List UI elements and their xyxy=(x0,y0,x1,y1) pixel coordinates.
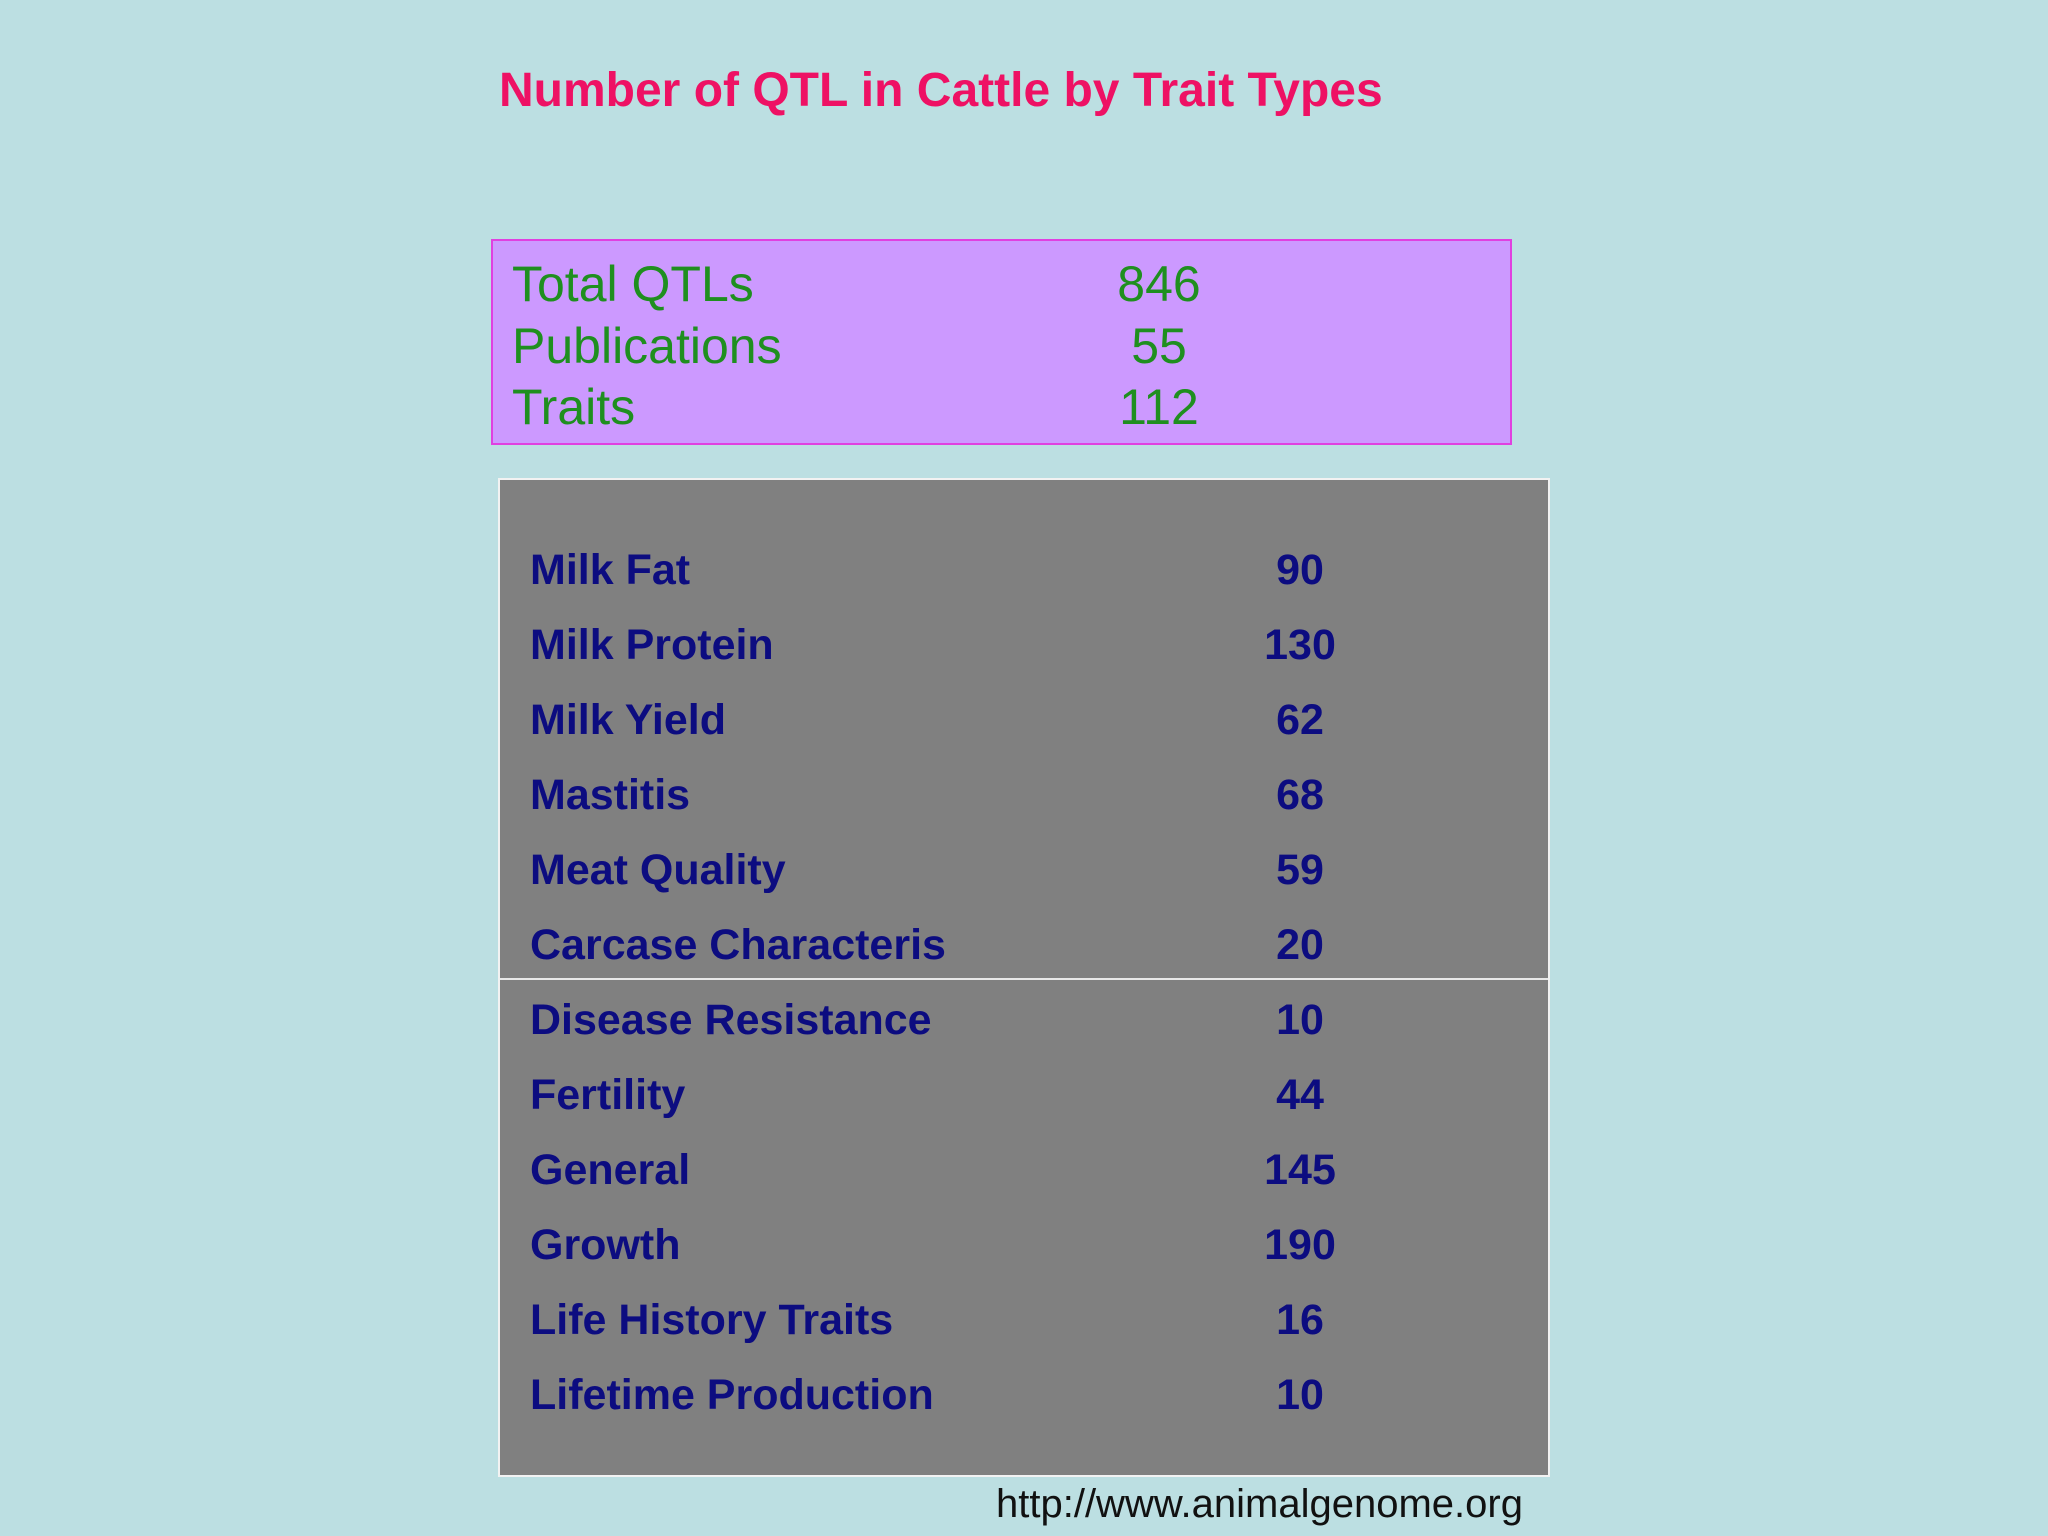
trait-name: Lifetime Production xyxy=(530,1371,934,1419)
trait-name: General xyxy=(530,1146,691,1194)
trait-count: 90 xyxy=(1276,546,1324,594)
table-row: General 145 xyxy=(500,1133,1548,1208)
trait-name: Milk Fat xyxy=(530,546,691,594)
trait-name: Mastitis xyxy=(530,771,691,819)
trait-name: Fertility xyxy=(530,1071,686,1119)
table-row: Carcase Characteris 20 xyxy=(500,908,1548,983)
table-row: Lifetime Production 10 xyxy=(500,1358,1548,1433)
trait-count: 44 xyxy=(1276,1071,1324,1119)
page-title: Number of QTL in Cattle by Trait Types xyxy=(499,64,1383,117)
table-row: Milk Fat 90 xyxy=(500,533,1548,608)
trait-count: 59 xyxy=(1276,846,1324,894)
trait-name: Milk Protein xyxy=(530,621,774,669)
trait-table: Milk Fat 90 Milk Protein 130 Milk Yield … xyxy=(498,478,1550,1477)
summary-label-traits: Traits xyxy=(512,379,636,435)
summary-value-publications: 55 xyxy=(1131,318,1187,374)
trait-name: Life History Traits xyxy=(530,1296,894,1344)
table-row: Growth 190 xyxy=(500,1208,1548,1283)
trait-count: 62 xyxy=(1276,696,1324,744)
table-row: Milk Yield 62 xyxy=(500,683,1548,758)
table-row: Fertility 44 xyxy=(500,1058,1548,1133)
trait-count: 130 xyxy=(1264,621,1336,669)
trait-count: 145 xyxy=(1264,1146,1336,1194)
table-row: Mastitis 68 xyxy=(500,758,1548,833)
trait-name: Disease Resistance xyxy=(530,996,932,1044)
trait-count: 190 xyxy=(1264,1221,1336,1269)
trait-name: Milk Yield xyxy=(530,696,726,744)
trait-count: 20 xyxy=(1276,921,1324,969)
summary-label-total-qtls: Total QTLs xyxy=(512,256,754,312)
table-row: Milk Protein 130 xyxy=(500,608,1548,683)
summary-value-traits: 112 xyxy=(1119,379,1199,435)
source-url[interactable]: http://www.animalgenome.org xyxy=(996,1482,1523,1526)
summary-label-publications: Publications xyxy=(512,318,782,374)
table-divider xyxy=(500,978,1548,980)
trait-name: Meat Quality xyxy=(530,846,786,894)
trait-name: Growth xyxy=(530,1221,681,1269)
summary-value-total-qtls: 846 xyxy=(1117,256,1201,312)
table-row: Life History Traits 16 xyxy=(500,1283,1548,1358)
trait-count: 16 xyxy=(1276,1296,1324,1344)
trait-name: Carcase Characteris xyxy=(530,921,946,969)
table-row: Disease Resistance 10 xyxy=(500,983,1548,1058)
table-row: Meat Quality 59 xyxy=(500,833,1548,908)
summary-box: Total QTLs 846 Publications 55 Traits 11… xyxy=(491,239,1512,445)
trait-count: 68 xyxy=(1276,771,1324,819)
trait-count: 10 xyxy=(1276,996,1324,1044)
trait-count: 10 xyxy=(1276,1371,1324,1419)
